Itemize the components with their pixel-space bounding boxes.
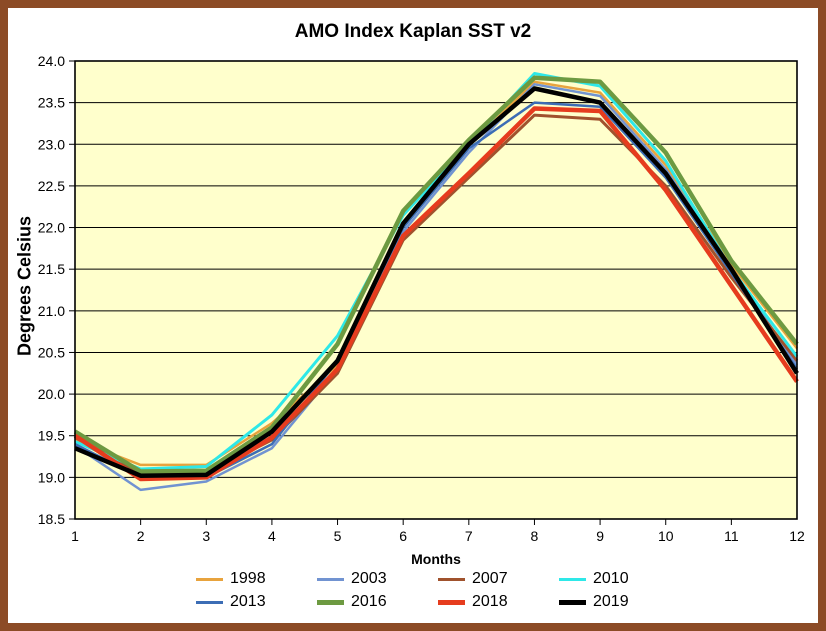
legend-swatch-2019 bbox=[559, 599, 586, 605]
legend-item-2013: 2013 bbox=[196, 593, 317, 611]
y-tick-label: 22.0 bbox=[38, 220, 65, 236]
y-tick-label: 19.5 bbox=[38, 428, 65, 444]
x-tick-label: 4 bbox=[268, 528, 276, 544]
y-tick-label: 22.5 bbox=[38, 178, 65, 194]
x-tick-label: 2 bbox=[137, 528, 145, 544]
x-tick-label: 12 bbox=[789, 528, 805, 544]
x-tick-label: 5 bbox=[334, 528, 342, 544]
y-tick-label: 20.0 bbox=[38, 386, 65, 402]
y-tick-label: 23.5 bbox=[38, 95, 65, 111]
x-tick-label: 3 bbox=[202, 528, 210, 544]
legend-label-2019: 2019 bbox=[593, 593, 629, 610]
legend: 1998 2003 2007 2010 2013 2016 2018 2019 bbox=[196, 570, 680, 611]
legend-swatch-2003 bbox=[317, 577, 344, 581]
plot-area: 18.5 19.0 19.5 20.0 20.5 21.0 21.5 22.0 22.5 23.0… bbox=[38, 53, 805, 544]
series-line-2010 bbox=[74, 72, 799, 471]
legend-item-2010: 2010 bbox=[559, 570, 680, 588]
y-tick-label: 20.5 bbox=[38, 344, 65, 360]
y-tick-label: 21.0 bbox=[38, 303, 65, 319]
legend-item-2007: 2007 bbox=[438, 570, 559, 588]
legend-label-2010: 2010 bbox=[593, 570, 629, 587]
legend-item-2019: 2019 bbox=[559, 593, 680, 611]
legend-label-2016: 2016 bbox=[351, 593, 387, 610]
legend-label-2013: 2013 bbox=[230, 593, 266, 610]
series-line-2016 bbox=[73, 75, 799, 474]
y-tick-label: 19.0 bbox=[38, 469, 65, 485]
y-tick-label: 23.0 bbox=[38, 136, 65, 152]
legend-swatch-2010 bbox=[559, 577, 586, 581]
legend-item-2016: 2016 bbox=[317, 593, 438, 611]
legend-swatch-2018 bbox=[438, 599, 465, 605]
plot-border bbox=[74, 60, 798, 520]
x-tick-label: 9 bbox=[596, 528, 604, 544]
legend-label-2018: 2018 bbox=[472, 593, 508, 610]
y-tick-label: 21.5 bbox=[38, 261, 65, 277]
x-tick-label: 8 bbox=[531, 528, 539, 544]
legend-item-2003: 2003 bbox=[317, 570, 438, 588]
x-tick-label: 6 bbox=[399, 528, 407, 544]
legend-label-1998: 1998 bbox=[230, 570, 266, 587]
series-line-2018 bbox=[73, 106, 799, 482]
chart-title: AMO Index Kaplan SST v2 bbox=[294, 21, 532, 42]
legend-swatch-1998 bbox=[196, 577, 223, 581]
y-tick-label: 24.0 bbox=[38, 53, 65, 69]
y-tick-label: 18.5 bbox=[38, 511, 65, 527]
x-tick-label: 1 bbox=[71, 528, 79, 544]
x-tick-label: 7 bbox=[465, 528, 473, 544]
x-axis-title: Months bbox=[411, 551, 461, 567]
plot-background bbox=[75, 61, 797, 519]
legend-item-1998: 1998 bbox=[196, 570, 317, 588]
series-line-2019 bbox=[74, 86, 799, 478]
legend-swatch-2007 bbox=[438, 577, 465, 581]
x-tick-label: 10 bbox=[658, 528, 674, 544]
legend-swatch-2016 bbox=[317, 599, 344, 605]
x-tick-label: 11 bbox=[724, 528, 739, 544]
legend-swatch-2013 bbox=[196, 600, 223, 604]
legend-label-2003: 2003 bbox=[351, 570, 387, 587]
legend-item-2018: 2018 bbox=[438, 593, 559, 611]
legend-label-2007: 2007 bbox=[472, 570, 508, 587]
